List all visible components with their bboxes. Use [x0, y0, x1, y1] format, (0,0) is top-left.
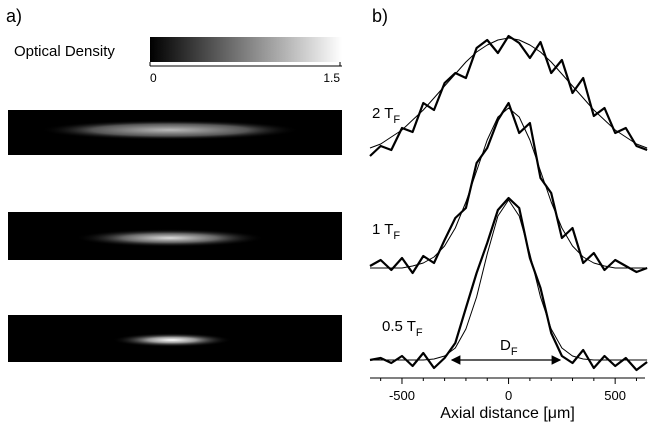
colorbar-ticks: 0 1.5 — [149, 62, 341, 85]
x-tick-label: 0 — [505, 388, 512, 403]
annotation-text: 0.5 T — [382, 318, 416, 335]
profile-line — [370, 107, 648, 269]
colorbar-tick-label: 0 — [150, 71, 157, 85]
annotation: 1 TF — [372, 221, 400, 242]
profile-line — [369, 101, 648, 275]
annotation-subscript: F — [393, 114, 400, 126]
colorbar — [150, 37, 342, 62]
profile-line — [369, 34, 648, 157]
annotation: 0.5 TF — [382, 318, 423, 339]
panel-label: a) — [6, 6, 22, 26]
annotation-subscript: F — [416, 327, 423, 339]
annotation-text: D — [500, 337, 511, 354]
annotation-text: 2 T — [372, 105, 393, 122]
annotation-subscript: F — [393, 230, 400, 242]
x-tick-label: 500 — [604, 388, 626, 403]
x-tick-label: -500 — [389, 388, 415, 403]
colorbar-tick-label: 1.5 — [323, 71, 340, 85]
colorbar-title: Optical Density — [14, 43, 115, 60]
x-axis-label: Axial distance [μm] — [440, 405, 575, 422]
profile-line — [369, 37, 648, 149]
cloud — [112, 333, 232, 347]
annotation: 2 TF — [372, 105, 400, 126]
annotation-text: 1 T — [372, 221, 393, 238]
panel-label: b) — [372, 6, 388, 26]
annotation-subscript: F — [511, 346, 518, 358]
cloud — [75, 229, 265, 247]
cloud — [40, 120, 300, 140]
profile-line — [370, 199, 648, 361]
annotation: DF — [500, 337, 518, 358]
